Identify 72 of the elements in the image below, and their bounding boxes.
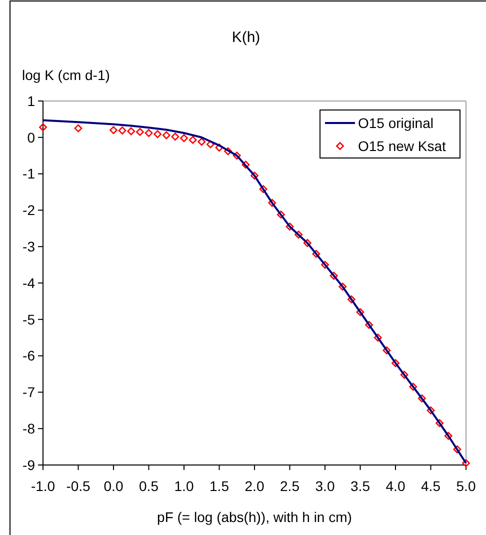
point bbox=[215, 144, 224, 152]
y-axis-title: log K (cm d-1) bbox=[22, 67, 110, 83]
point bbox=[436, 419, 444, 428]
point bbox=[453, 445, 462, 454]
point bbox=[136, 128, 144, 136]
point bbox=[426, 406, 435, 414]
point bbox=[180, 134, 188, 142]
x-tick-label: 1.5 bbox=[210, 478, 230, 494]
chart-title: K(h) bbox=[232, 29, 260, 46]
y-tick-label: -2 bbox=[22, 202, 36, 218]
point bbox=[338, 282, 347, 291]
x-tick-label: 3.0 bbox=[315, 478, 335, 494]
point bbox=[127, 127, 136, 136]
point bbox=[206, 140, 214, 148]
point bbox=[392, 359, 400, 368]
y-tick-label: -1 bbox=[22, 166, 36, 182]
point bbox=[268, 198, 276, 207]
point bbox=[374, 334, 382, 342]
point bbox=[462, 459, 470, 468]
x-tick-label: 0.0 bbox=[104, 478, 124, 494]
point bbox=[294, 230, 303, 239]
point bbox=[171, 132, 180, 141]
point bbox=[365, 320, 374, 329]
x-tick-label: 4.5 bbox=[421, 478, 441, 494]
point bbox=[418, 394, 426, 402]
point bbox=[154, 130, 162, 138]
point bbox=[110, 126, 118, 134]
x-tick-label: 1.0 bbox=[174, 478, 194, 494]
x-tick-label: 0.5 bbox=[139, 478, 159, 494]
point bbox=[303, 238, 312, 247]
x-tick-label: 2.0 bbox=[244, 478, 264, 494]
point bbox=[356, 308, 364, 316]
point bbox=[224, 147, 232, 156]
point bbox=[312, 250, 320, 258]
y-tick-label: -9 bbox=[22, 456, 36, 473]
point bbox=[259, 185, 268, 194]
y-tick-label: -6 bbox=[22, 348, 36, 364]
x-tick-label: 3.5 bbox=[350, 478, 370, 494]
point bbox=[347, 295, 356, 304]
y-tick-label: 1 bbox=[27, 92, 36, 109]
point bbox=[198, 138, 206, 146]
y-tick-label: 0 bbox=[27, 129, 36, 146]
x-tick-label: -0.5 bbox=[66, 478, 91, 494]
point bbox=[330, 272, 338, 280]
x-axis-title: pF (= log (abs(h)), with h in cm) bbox=[157, 509, 352, 525]
point bbox=[232, 152, 241, 160]
y-tick-label: -3 bbox=[22, 238, 36, 254]
x-tick-label: 5.0 bbox=[456, 478, 476, 494]
point bbox=[39, 123, 47, 132]
y-tick-label: -8 bbox=[22, 420, 36, 436]
y-tick-label: -4 bbox=[22, 274, 36, 291]
point bbox=[444, 432, 452, 440]
point bbox=[74, 124, 82, 132]
x-tick-label: 4.0 bbox=[386, 478, 406, 494]
point bbox=[321, 260, 329, 269]
point bbox=[276, 210, 285, 219]
y-tick-label: -7 bbox=[22, 384, 36, 400]
x-tick-label: 2.5 bbox=[280, 478, 300, 494]
point bbox=[118, 126, 126, 134]
point bbox=[188, 136, 197, 144]
point bbox=[144, 129, 153, 137]
point bbox=[409, 382, 418, 391]
point bbox=[250, 172, 258, 180]
point bbox=[286, 222, 294, 231]
point bbox=[242, 160, 250, 169]
y-tick-label: -5 bbox=[22, 311, 36, 328]
point bbox=[382, 346, 391, 354]
legend-label: O15 new Ksat bbox=[358, 138, 446, 154]
legend-label: O15 original bbox=[358, 114, 434, 131]
point bbox=[400, 370, 408, 379]
point bbox=[162, 131, 170, 140]
x-tick-label: -1.0 bbox=[30, 478, 56, 494]
